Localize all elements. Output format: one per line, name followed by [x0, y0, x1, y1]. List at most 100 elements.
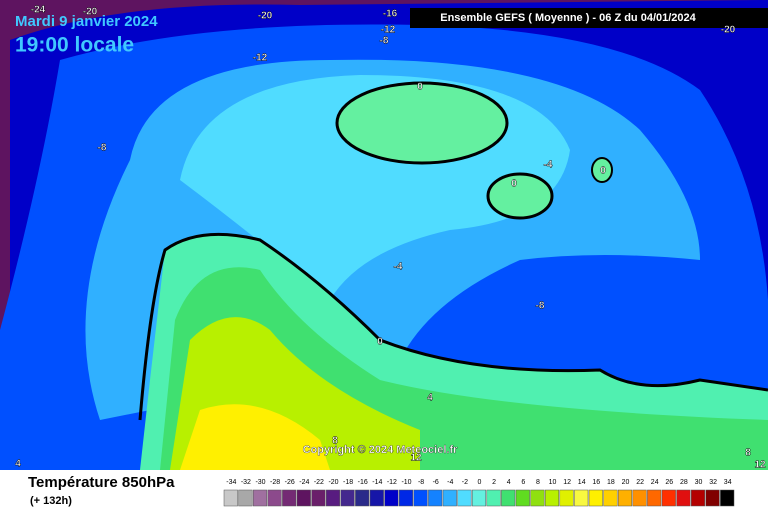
contour-label: -8 — [98, 143, 107, 154]
legend-label: -30 — [255, 479, 265, 486]
legend-swatch — [690, 489, 706, 507]
zero-contour — [591, 157, 613, 183]
legend-label: -24 — [299, 479, 309, 486]
contour-label: -20 — [83, 7, 98, 18]
legend-swatch — [661, 489, 676, 507]
legend-label: 24 — [651, 479, 659, 486]
contour-label: -20 — [721, 25, 736, 36]
legend-swatch — [325, 489, 341, 507]
legend-label: -16 — [358, 479, 368, 486]
legend-label: 28 — [680, 479, 688, 486]
contour-label: 0 — [417, 82, 423, 93]
legend-swatch — [355, 489, 370, 507]
zero-contour — [138, 232, 768, 421]
legend-label: -34 — [226, 479, 236, 486]
legend-swatch — [457, 489, 472, 507]
legend-label: -10 — [401, 479, 411, 486]
legend-swatch — [720, 489, 735, 507]
legend-label: 12 — [563, 479, 571, 486]
legend-subtitle: (+ 132h) — [30, 495, 72, 507]
contour-label: -4 — [544, 160, 553, 171]
legend-label: -4 — [447, 479, 453, 486]
legend-title: Température 850hPa — [28, 474, 175, 491]
run-banner — [410, 8, 768, 28]
legend-swatch — [559, 489, 574, 507]
legend-label: -8 — [418, 479, 424, 486]
legend-swatch — [603, 489, 618, 507]
legend-label: 16 — [592, 479, 600, 486]
legend-label: 0 — [478, 479, 482, 486]
contour-label: 8 — [745, 448, 751, 459]
legend-label: -22 — [314, 479, 324, 486]
legend-swatch — [632, 489, 647, 507]
contour-label: 0 — [377, 337, 383, 348]
legend-swatch — [398, 489, 414, 507]
legend-swatch — [296, 489, 311, 507]
contour-label: 12 — [754, 460, 766, 471]
contour-label: -16 — [383, 9, 398, 20]
legend-swatch — [647, 489, 662, 507]
legend-label: 26 — [665, 479, 673, 486]
legend-label: 2 — [492, 479, 496, 486]
contour-label: -20 — [258, 11, 273, 22]
contour-label: -8 — [380, 36, 389, 47]
legend-swatch — [574, 489, 589, 507]
contour-label: 0 — [600, 166, 606, 177]
legend-label: 32 — [709, 479, 717, 486]
contour-label: -12 — [253, 53, 268, 64]
legend-label: 18 — [607, 479, 615, 486]
legend-swatch — [428, 489, 443, 507]
legend-label: -2 — [462, 479, 468, 486]
legend-swatch — [282, 489, 297, 507]
map-time: 19:00 locale — [15, 34, 134, 57]
run-info: Ensemble GEFS ( Moyenne ) - 06 Z du 04/0… — [440, 12, 696, 24]
legend-swatch — [515, 489, 530, 507]
warm-region — [180, 404, 330, 470]
legend-label: -14 — [372, 479, 382, 486]
legend-swatch — [223, 489, 238, 507]
legend-label: 22 — [636, 479, 644, 486]
legend-label: -20 — [328, 479, 338, 486]
contour-label: -4 — [394, 262, 403, 273]
contour-label: 8 — [332, 436, 338, 447]
map: Mardi 9 janvier 2024 19:00 locale Ensemb… — [0, 0, 768, 470]
contour-label: -24 — [31, 5, 46, 16]
copyright: Copyright © 2024 Meteociel.fr — [303, 444, 459, 456]
legend-label: 4 — [507, 479, 511, 486]
contour-label: -12 — [381, 25, 396, 36]
legend-label: -6 — [433, 479, 439, 486]
legend-swatch — [238, 489, 253, 507]
legend-label: 6 — [521, 479, 525, 486]
legend-swatch — [544, 489, 560, 507]
legend-label: 30 — [695, 479, 703, 486]
legend-label: 34 — [724, 479, 732, 486]
legend-swatch — [471, 489, 487, 507]
legend-label: 10 — [549, 479, 557, 486]
legend-swatch — [588, 489, 603, 507]
legend-label: -28 — [270, 479, 280, 486]
legend-label: 14 — [578, 479, 586, 486]
legend-label: -26 — [285, 479, 295, 486]
legend-swatch — [486, 489, 501, 507]
legend-swatch — [676, 489, 691, 507]
contour-label: 4 — [427, 393, 433, 404]
legend-swatch — [617, 489, 633, 507]
legend-swatch — [369, 489, 384, 507]
legend-label: 20 — [622, 479, 630, 486]
map-date: Mardi 9 janvier 2024 — [15, 13, 158, 30]
contour-label: 4 — [15, 459, 21, 470]
contour-label: -8 — [536, 301, 545, 312]
legend-swatch — [442, 489, 457, 507]
zero-contour — [335, 81, 509, 165]
zero-contour — [486, 172, 554, 220]
contour-label: 12 — [410, 453, 422, 464]
legend-swatch — [384, 489, 399, 507]
legend-swatch — [311, 489, 326, 507]
legend-label: 8 — [536, 479, 540, 486]
legend-swatch — [340, 489, 355, 507]
legend-swatch — [530, 489, 545, 507]
legend-swatch — [413, 489, 428, 507]
legend-label: -12 — [387, 479, 397, 486]
legend-label: -18 — [343, 479, 353, 486]
